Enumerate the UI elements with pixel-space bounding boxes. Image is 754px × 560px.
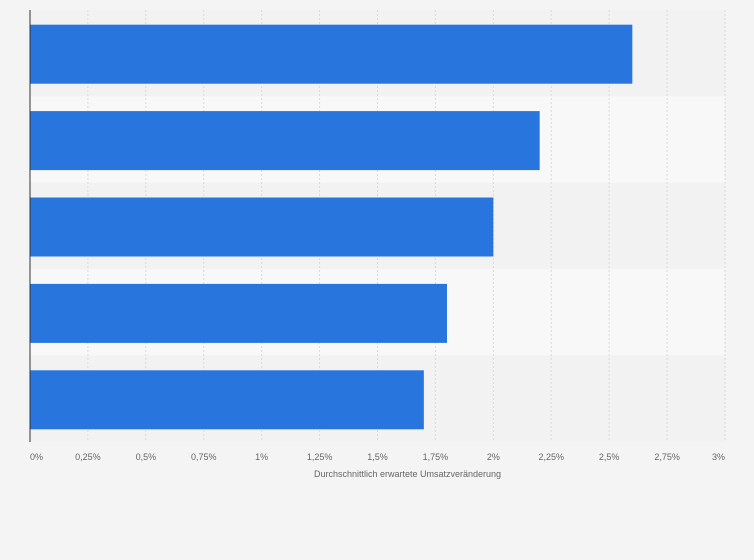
x-tick-label: 1,25%	[307, 452, 333, 462]
x-tick-label: 3%	[712, 452, 725, 462]
x-tick-label: 1%	[255, 452, 268, 462]
x-axis-title: Durchschnittlich erwartete Umsatzverände…	[314, 469, 501, 479]
x-tick-label: 0,5%	[136, 452, 157, 462]
bars	[30, 24, 633, 430]
x-tick-label: 0%	[30, 452, 43, 462]
bar	[30, 370, 424, 430]
x-tick-label: 0,25%	[75, 452, 101, 462]
bar	[30, 24, 633, 84]
x-tick-label: 2,25%	[538, 452, 564, 462]
bar	[30, 283, 447, 343]
x-tick-label: 2,75%	[654, 452, 680, 462]
x-tick-label: 1,75%	[423, 452, 449, 462]
bar	[30, 197, 494, 257]
x-tick-label: 1,5%	[367, 452, 388, 462]
x-tick-label: 2%	[487, 452, 500, 462]
x-tick-labels: 0% 0,25% 0,5% 0,75% 1% 1,25% 1,5% 1,75% 2% 2,25% 2…	[30, 452, 725, 462]
x-tick-label: 2,5%	[599, 452, 620, 462]
x-tick-label: 0,75%	[191, 452, 217, 462]
bar	[30, 111, 540, 171]
